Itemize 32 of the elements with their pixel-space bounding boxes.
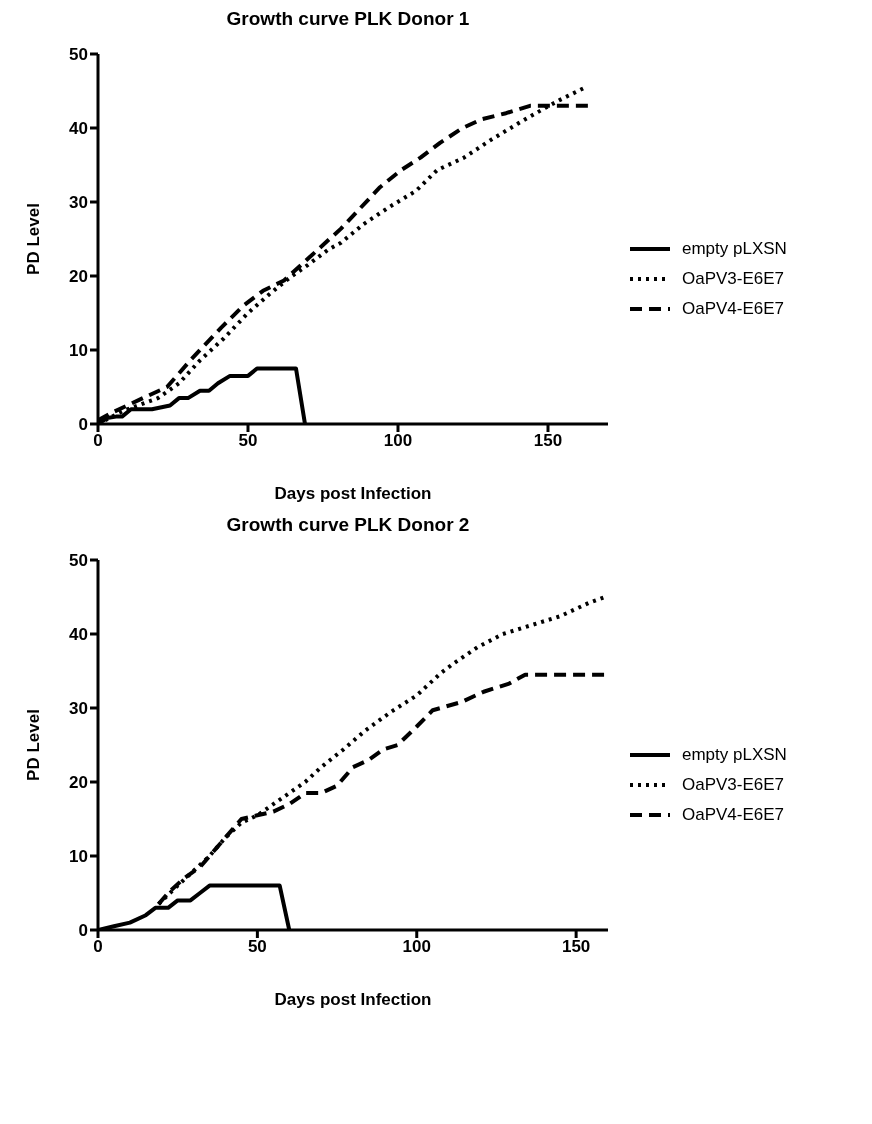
legend-label: empty pLXSN — [682, 745, 787, 765]
y-tick-label: 40 — [69, 119, 88, 139]
y-axis-title: PD Level — [24, 709, 44, 781]
legend-label: OaPV4-E6E7 — [682, 805, 785, 825]
x-tick-label: 0 — [93, 431, 103, 451]
legend-label: OaPV3-E6E7 — [682, 269, 785, 289]
x-axis-title: Days post Infection — [274, 990, 432, 1009]
y-tick-label: 20 — [69, 267, 88, 287]
y-axis-title: PD Level — [24, 203, 44, 275]
y-tick-label: 30 — [69, 699, 88, 719]
y-tick-label: 20 — [69, 773, 88, 793]
x-tick-label: 150 — [533, 431, 563, 451]
x-axis-title: Days post Infection — [274, 484, 432, 503]
x-tick-label: 100 — [402, 937, 431, 957]
chart-title: Growth curve PLK Donor 1 — [225, 8, 471, 30]
legend-label: OaPV4-E6E7 — [682, 299, 785, 319]
y-tick-label: 30 — [69, 193, 88, 213]
legend-label: empty pLXSN — [682, 239, 787, 259]
x-tick-label: 0 — [93, 937, 103, 957]
legend-label: OaPV3-E6E7 — [682, 775, 785, 795]
y-tick-label: 0 — [78, 921, 88, 941]
y-tick-label: 50 — [69, 551, 88, 571]
chart-title: Growth curve PLK Donor 2 — [225, 514, 471, 536]
y-tick-label: 0 — [78, 415, 88, 435]
y-tick-label: 10 — [69, 341, 88, 361]
x-tick-label: 50 — [238, 431, 258, 451]
y-tick-label: 40 — [69, 625, 88, 645]
x-tick-label: 50 — [247, 937, 267, 957]
y-tick-label: 50 — [69, 45, 88, 65]
x-tick-label: 150 — [561, 937, 591, 957]
x-tick-label: 100 — [383, 431, 413, 451]
y-tick-label: 10 — [69, 847, 88, 867]
